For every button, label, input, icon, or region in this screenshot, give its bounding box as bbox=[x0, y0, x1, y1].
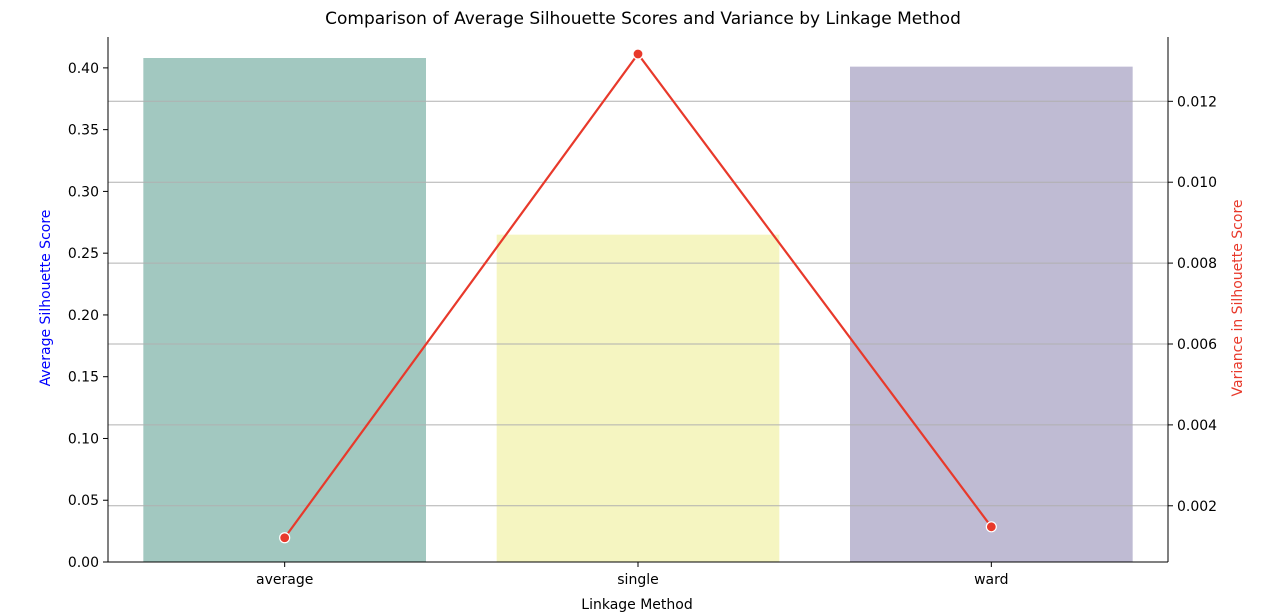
y2-tick-label: 0.012 bbox=[1177, 94, 1217, 110]
x-tick-label: average bbox=[256, 572, 313, 588]
line-layer bbox=[279, 48, 997, 544]
y-tick-label: 0.35 bbox=[68, 123, 99, 139]
y-tick-label: 0.10 bbox=[68, 431, 99, 447]
y-tick-label: 0.15 bbox=[68, 370, 99, 386]
y-tick-label: 0.25 bbox=[68, 246, 99, 262]
bars-layer bbox=[143, 58, 1133, 562]
y-axis-title: Average Silhouette Score bbox=[38, 210, 54, 387]
y2-tick-label: 0.008 bbox=[1177, 256, 1217, 272]
y2-tick-label: 0.002 bbox=[1177, 499, 1217, 515]
x-tick-label: ward bbox=[974, 572, 1008, 588]
grid-layer bbox=[108, 100, 1168, 507]
bar-single bbox=[496, 234, 780, 562]
y-tick-label: 0.20 bbox=[68, 308, 99, 324]
bar-average bbox=[143, 58, 427, 562]
y2-tick-label: 0.010 bbox=[1177, 175, 1217, 191]
axes-layer: 0.00 0.05 0.10 0.15 0.20 0.25 0.30 0.35 0.40 0.00… bbox=[68, 37, 1217, 588]
variance-point-average bbox=[279, 532, 291, 544]
y-tick-label: 0.05 bbox=[68, 493, 99, 509]
x-tick-label: single bbox=[617, 572, 658, 588]
y-tick-label: 0.40 bbox=[68, 61, 99, 77]
y2-tick-label: 0.006 bbox=[1177, 337, 1217, 353]
chart-title: Comparison of Average Silhouette Scores … bbox=[325, 9, 961, 29]
y-tick-label: 0.00 bbox=[68, 555, 99, 571]
variance-point-single bbox=[632, 48, 644, 60]
variance-point-ward bbox=[985, 521, 997, 533]
x-axis-title: Linkage Method bbox=[581, 597, 692, 613]
bar-ward bbox=[850, 66, 1133, 562]
y2-axis-title: Variance in Silhouette Score bbox=[1230, 200, 1246, 397]
y-tick-label: 0.30 bbox=[68, 184, 99, 200]
y2-tick-label: 0.004 bbox=[1177, 418, 1217, 434]
